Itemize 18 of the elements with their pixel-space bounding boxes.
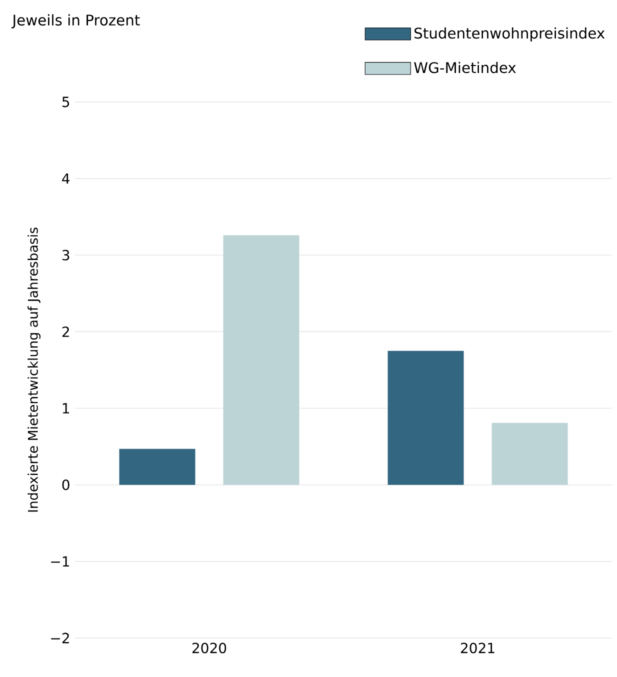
x-tick-label: 2020 — [192, 642, 226, 654]
y-tick-label: −2 — [51, 632, 69, 644]
y-tick-label: 1 — [62, 403, 69, 414]
y-tick-label: −1 — [51, 556, 69, 567]
legend-label: Studentenwohnpreisindex — [414, 27, 605, 42]
y-axis-title: Indexierte Mietentwicklung auf Jahresbasis — [28, 228, 41, 512]
bar — [492, 422, 568, 485]
y-tick-label: 5 — [62, 96, 70, 108]
y-tick-label: 2 — [62, 326, 69, 337]
x-tick-label: 2021 — [460, 642, 494, 654]
bar — [119, 448, 196, 485]
y-tick-label: 0 — [62, 480, 70, 490]
y-tick-label: 4 — [62, 173, 70, 184]
y-tick-label: 3 — [62, 250, 70, 260]
bar — [388, 350, 464, 485]
chart-subtitle: Jeweils in Prozent — [12, 14, 140, 28]
legend-label: WG-Mietindex — [414, 62, 516, 74]
bar — [223, 235, 300, 485]
